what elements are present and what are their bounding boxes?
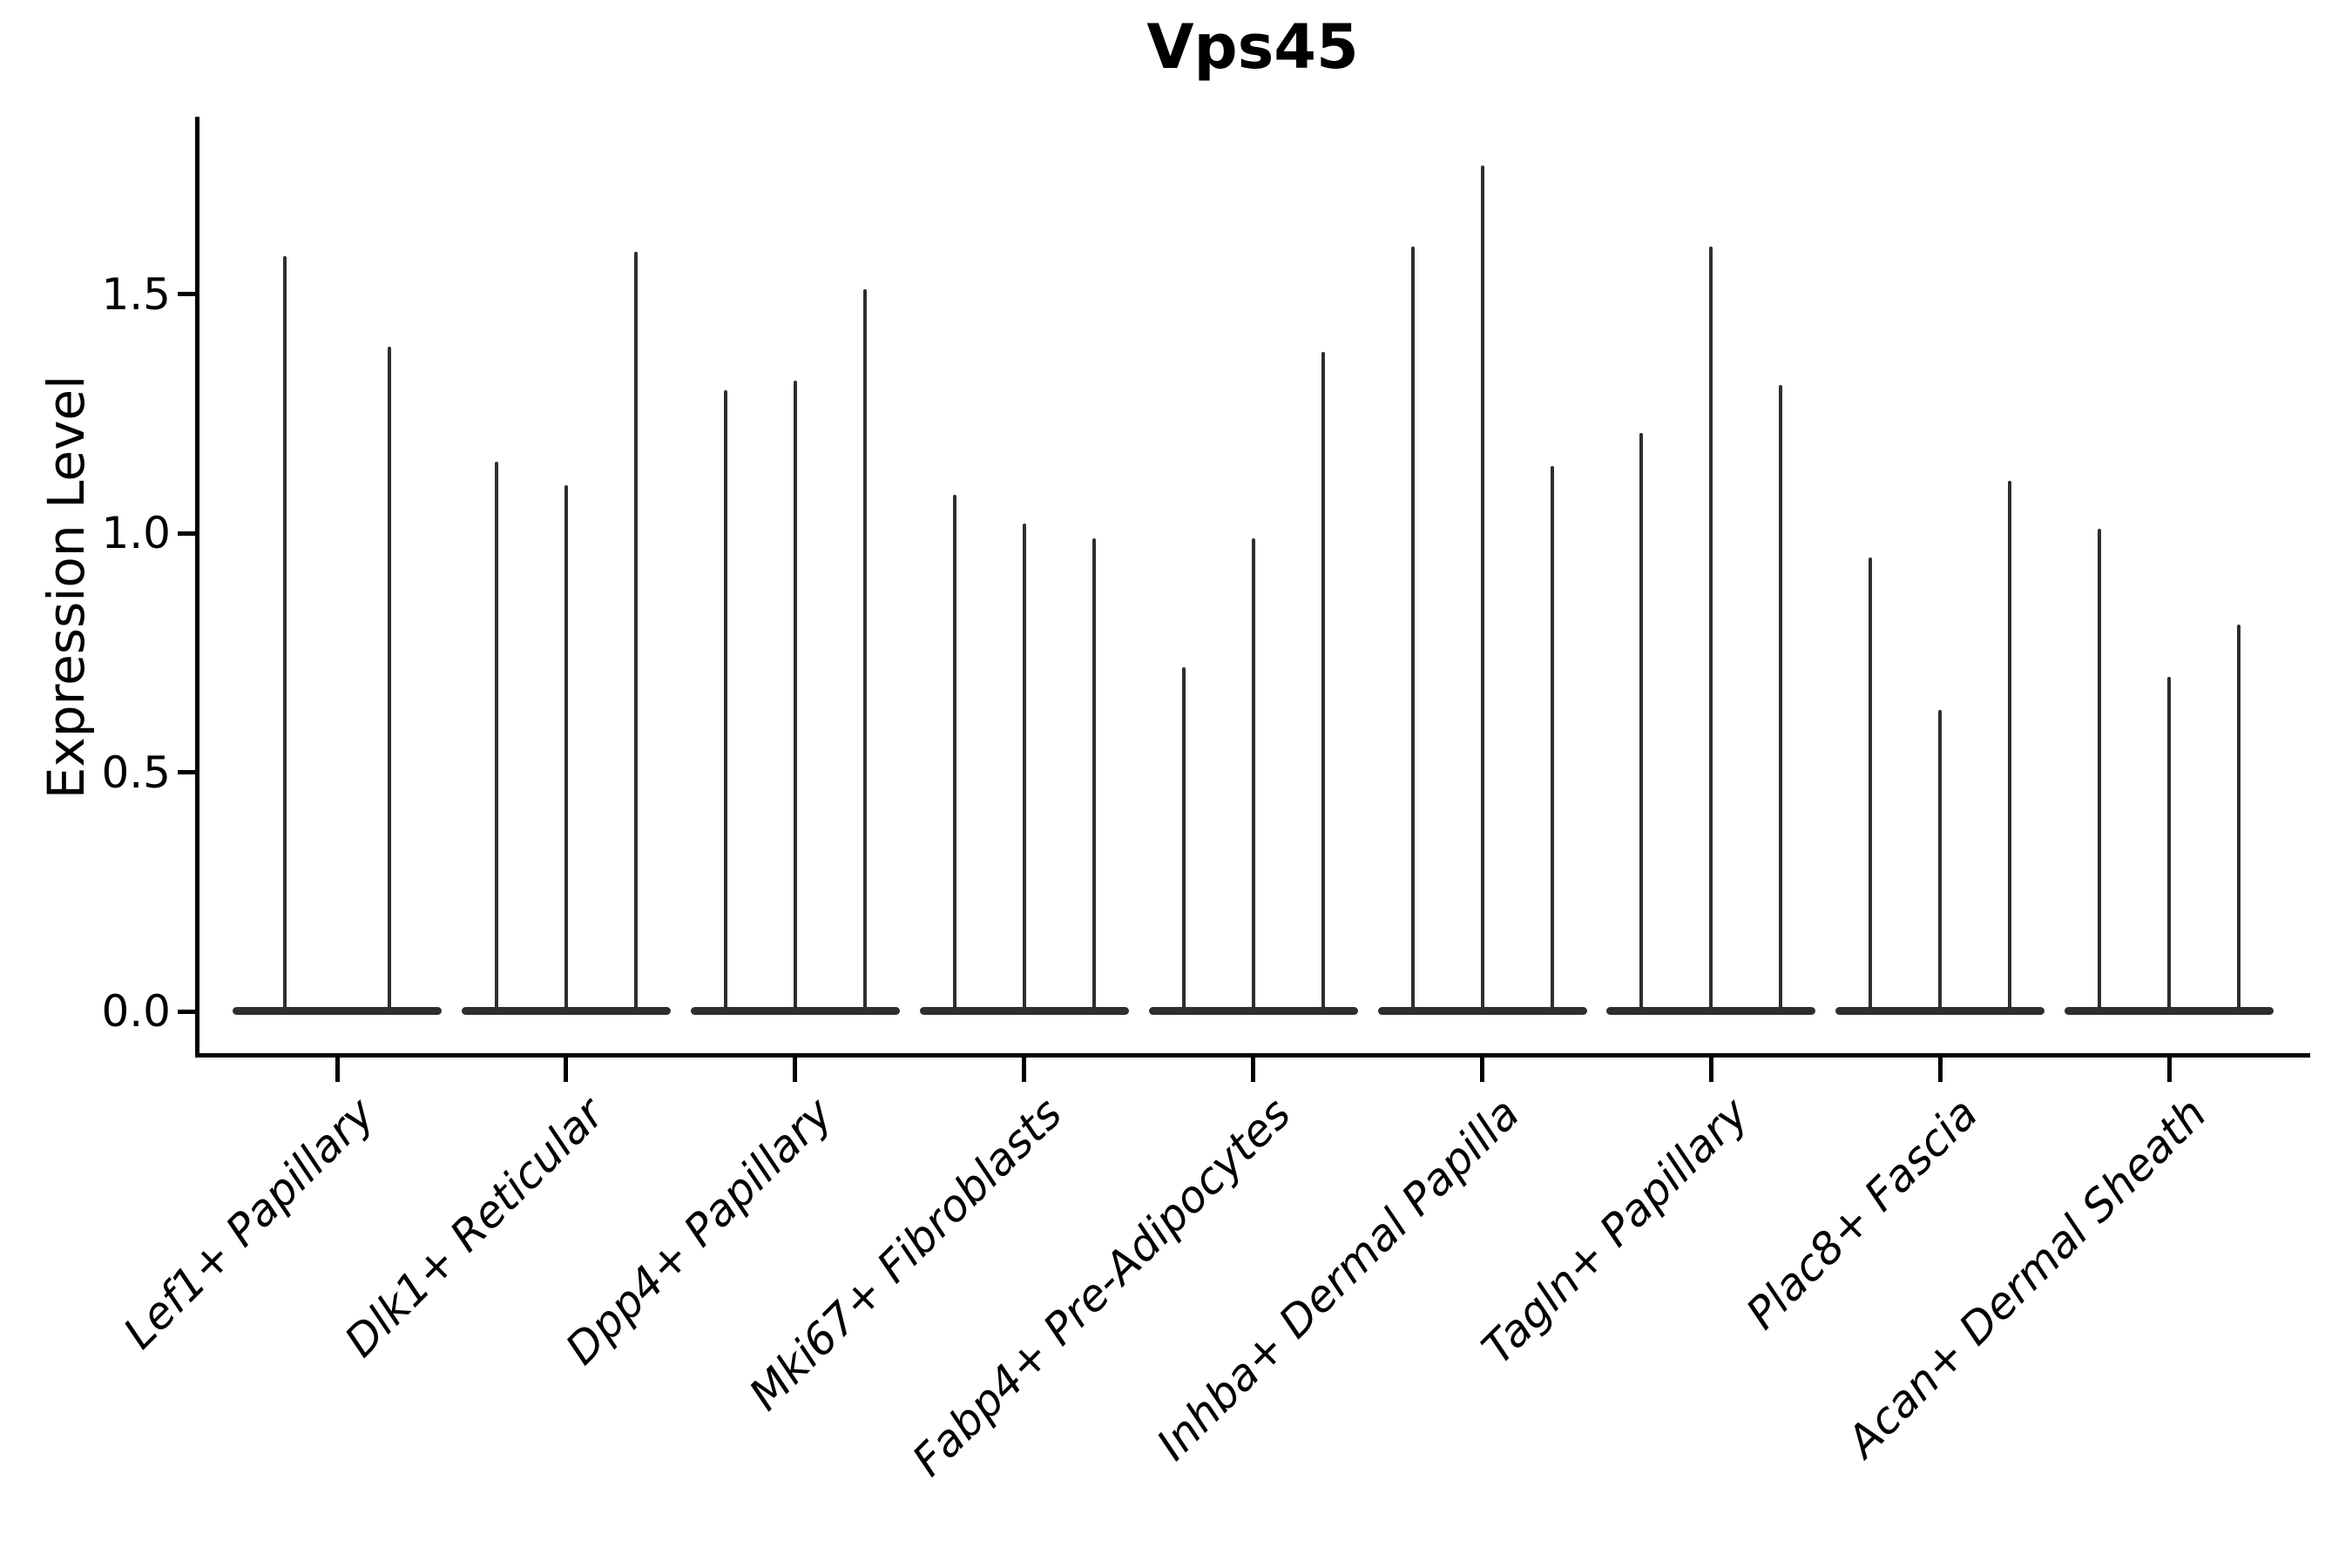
x-tick-mark — [1708, 1058, 1713, 1082]
violin-spike — [793, 380, 797, 1015]
violin-spike — [494, 461, 498, 1015]
y-tick-mark — [178, 770, 196, 775]
violin-spike — [862, 289, 867, 1015]
violin-spike — [1022, 524, 1026, 1015]
violin-spike — [2167, 676, 2172, 1015]
x-tick-label: Plac8+ Fascia — [1736, 1088, 1988, 1340]
violin-spike — [1709, 247, 1713, 1015]
violin-spike — [1869, 557, 1873, 1015]
x-tick-mark — [1480, 1058, 1484, 1082]
x-tick-mark — [793, 1058, 798, 1082]
violin-spike — [1181, 666, 1186, 1015]
x-tick-mark — [335, 1058, 340, 1082]
violin-spike — [952, 495, 956, 1015]
violin-spike — [1410, 247, 1415, 1015]
y-tick-mark — [178, 531, 196, 536]
y-tick-label: 1.0 — [101, 508, 171, 559]
violin-spike — [1550, 466, 1554, 1015]
violin-spike — [633, 251, 638, 1015]
violin-spike — [1480, 165, 1484, 1015]
violin-spike — [2098, 528, 2102, 1015]
violin-spike — [1938, 710, 1943, 1015]
violin-spike — [2237, 624, 2241, 1015]
violin-spike — [283, 256, 287, 1015]
x-tick-label: Fabp4+ Pre-Adipocytes — [902, 1088, 1301, 1486]
violin-spike — [564, 485, 568, 1015]
violin-spike — [1321, 351, 1325, 1015]
y-tick-label: 0.0 — [101, 986, 171, 1037]
violin-spike — [1092, 537, 1096, 1015]
violin-base — [233, 1007, 442, 1015]
x-tick-label: Lef1+ Papillary — [113, 1088, 385, 1359]
x-tick-mark — [1251, 1058, 1256, 1082]
y-tick-label: 1.5 — [101, 268, 171, 320]
y-tick-mark — [178, 292, 196, 297]
violin-spike — [1779, 385, 1783, 1015]
x-tick-mark — [1022, 1058, 1027, 1082]
y-tick-label: 0.5 — [101, 747, 171, 798]
chart-title: Vps45 — [1146, 11, 1359, 83]
violin-spike — [1639, 433, 1644, 1015]
violin-spike — [388, 347, 391, 1015]
y-axis-label: Expression Level — [37, 375, 96, 800]
x-tick-mark — [1937, 1058, 1943, 1082]
violin-spike — [1251, 537, 1255, 1015]
y-tick-mark — [178, 1009, 196, 1014]
x-axis-spine — [195, 1053, 2310, 1058]
y-axis-spine — [195, 117, 199, 1058]
x-tick-mark — [564, 1058, 569, 1082]
violin-spike — [2008, 480, 2012, 1015]
violin-spike — [723, 389, 727, 1015]
x-tick-mark — [2166, 1058, 2172, 1082]
